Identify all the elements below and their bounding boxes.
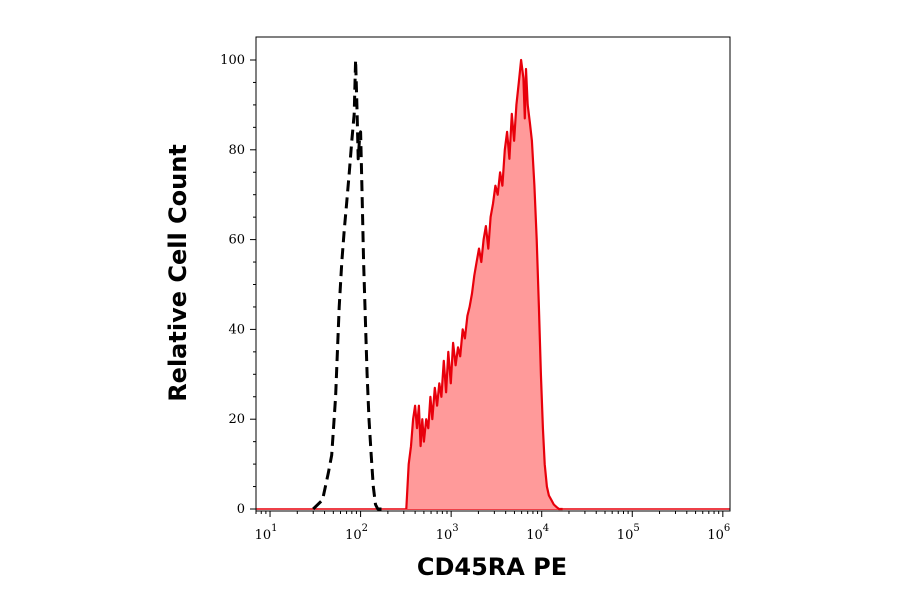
y-tick-label-0: 0 bbox=[237, 502, 245, 517]
x-tick-label-100000: 105 bbox=[617, 523, 640, 543]
y-tick-label-60: 60 bbox=[228, 233, 245, 248]
y-tick-label-20: 20 bbox=[228, 412, 245, 427]
x-tick-label-10: 101 bbox=[255, 523, 278, 543]
y-tick-label-40: 40 bbox=[228, 322, 245, 337]
y-tick-label-80: 80 bbox=[228, 143, 245, 158]
x-tick-label-1000: 103 bbox=[436, 523, 459, 543]
series-layer bbox=[256, 58, 730, 511]
series-0-line bbox=[312, 58, 382, 511]
series-1-area bbox=[406, 60, 563, 509]
x-tick-label-1000000: 106 bbox=[707, 523, 730, 543]
x-tick-label-10000: 104 bbox=[526, 523, 549, 543]
y-axis-title: Relative Cell Count bbox=[164, 144, 192, 402]
y-tick-label-100: 100 bbox=[220, 53, 245, 68]
plot-frame bbox=[255, 36, 731, 512]
series-1-line bbox=[405, 58, 563, 511]
x-tick-label-100: 102 bbox=[345, 523, 368, 543]
x-axis-title: CD45RA PE bbox=[417, 553, 567, 581]
